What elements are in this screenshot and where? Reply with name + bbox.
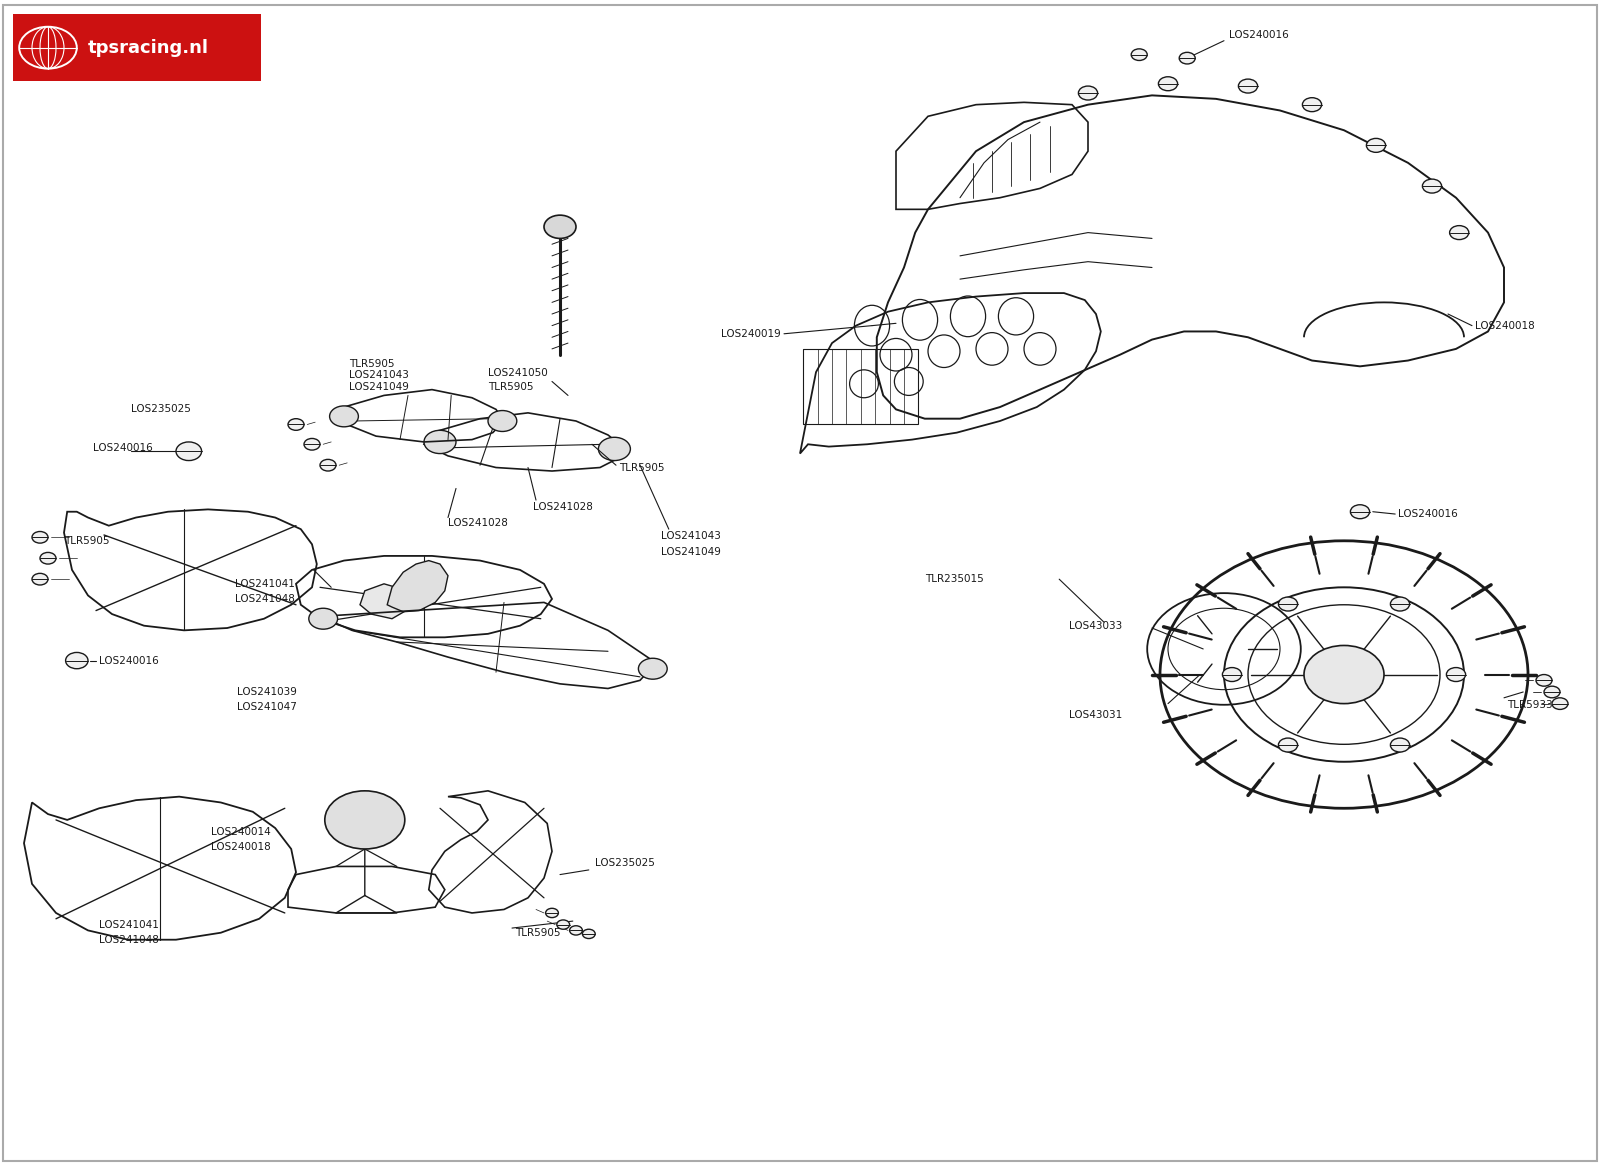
Text: LOS240018: LOS240018 [1475,321,1534,330]
Text: LOS240016: LOS240016 [1229,29,1288,40]
Text: LOS241041: LOS241041 [235,579,294,588]
Circle shape [638,658,667,679]
Circle shape [176,442,202,461]
Circle shape [1304,645,1384,704]
Circle shape [325,791,405,849]
Circle shape [1390,739,1410,752]
Text: LOS241043: LOS241043 [349,370,408,380]
Circle shape [424,430,456,454]
Text: LOS241028: LOS241028 [533,502,592,513]
Text: TLR5933: TLR5933 [1507,700,1554,711]
Text: LOS240014: LOS240014 [211,827,270,836]
Circle shape [320,459,336,471]
Circle shape [1552,698,1568,709]
Text: LOS240019: LOS240019 [722,329,781,338]
Text: LOS241028: LOS241028 [448,518,507,528]
Circle shape [32,531,48,543]
Circle shape [1366,138,1386,152]
Circle shape [1450,226,1469,240]
Circle shape [330,406,358,427]
Circle shape [1278,597,1298,611]
Text: LOS241048: LOS241048 [99,935,158,944]
Text: LOS241043: LOS241043 [661,531,720,542]
Text: TLR235015: TLR235015 [925,575,984,584]
Circle shape [570,926,582,935]
Circle shape [557,920,570,929]
Circle shape [1131,49,1147,60]
FancyBboxPatch shape [13,14,261,81]
Text: TLR5905: TLR5905 [619,463,664,472]
Text: LOS241050: LOS241050 [488,368,547,378]
Text: LOS240016: LOS240016 [93,443,152,452]
Text: tpsracing.nl: tpsracing.nl [88,38,210,57]
Polygon shape [387,561,448,612]
Text: LOS241041: LOS241041 [99,920,158,929]
Text: LOS235025: LOS235025 [131,405,190,414]
Text: LOS235025: LOS235025 [595,858,654,868]
Circle shape [1278,739,1298,752]
Circle shape [582,929,595,939]
Circle shape [309,608,338,629]
Text: TLR5905: TLR5905 [349,358,394,369]
Text: LOS241049: LOS241049 [661,547,720,557]
Text: LOS241039: LOS241039 [237,687,296,697]
Circle shape [1544,686,1560,698]
Circle shape [598,437,630,461]
Circle shape [1390,597,1410,611]
Circle shape [1536,675,1552,686]
Circle shape [304,438,320,450]
Text: LOS43033: LOS43033 [1069,621,1122,630]
Circle shape [288,419,304,430]
Text: LOS241048: LOS241048 [235,594,294,604]
Circle shape [1350,505,1370,519]
Circle shape [544,215,576,238]
Circle shape [1222,668,1242,682]
Circle shape [1158,77,1178,91]
Circle shape [546,908,558,918]
Circle shape [1078,86,1098,100]
Text: LOS240016: LOS240016 [99,656,158,665]
Text: TLR5905: TLR5905 [64,536,109,545]
Text: LOS241047: LOS241047 [237,702,296,712]
Circle shape [40,552,56,564]
Circle shape [66,652,88,669]
Text: TLR5905: TLR5905 [515,928,560,937]
Circle shape [1238,79,1258,93]
Circle shape [1446,668,1466,682]
Text: LOS241049: LOS241049 [349,381,408,392]
Text: LOS240016: LOS240016 [1398,509,1458,519]
Text: LOS240018: LOS240018 [211,842,270,851]
Text: LOS43031: LOS43031 [1069,711,1122,720]
Circle shape [1302,98,1322,112]
Circle shape [488,411,517,431]
Polygon shape [360,584,416,619]
Text: TLR5905: TLR5905 [488,381,533,392]
Circle shape [1179,52,1195,64]
Circle shape [1422,179,1442,193]
Circle shape [32,573,48,585]
